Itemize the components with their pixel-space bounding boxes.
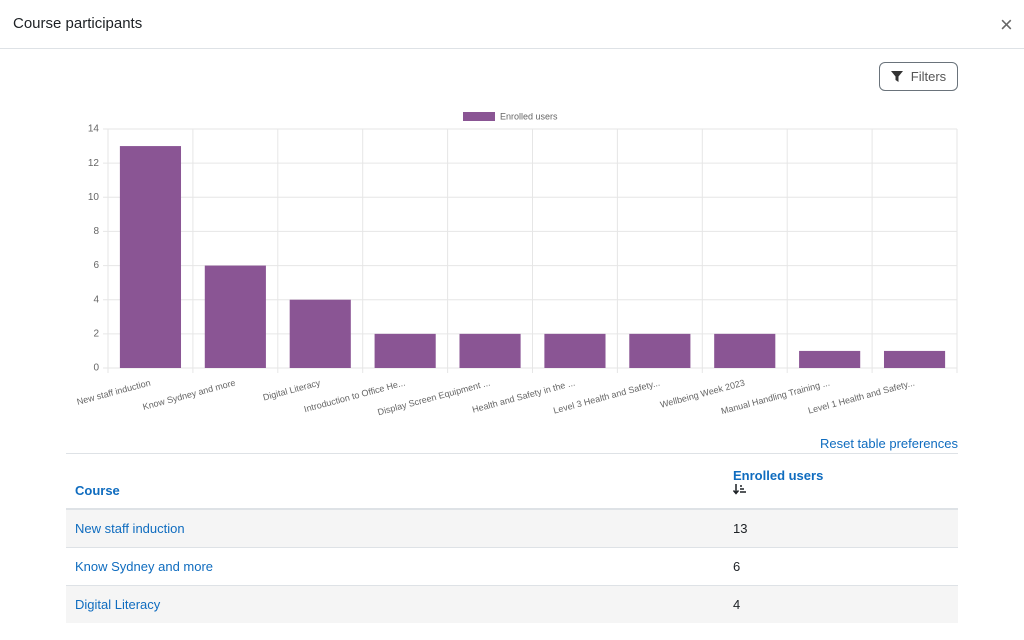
y-tick-label: 10 [88, 192, 100, 203]
legend-swatch [463, 112, 495, 121]
modal-title: Course participants [13, 15, 143, 32]
bar [883, 350, 946, 368]
column-header[interactable]: Course [66, 453, 724, 510]
bar [714, 333, 776, 368]
enrolled-count: 4 [724, 585, 958, 623]
bar [629, 333, 691, 368]
y-tick-label: 2 [93, 328, 99, 339]
bar [544, 333, 606, 368]
y-tick-label: 12 [88, 158, 100, 169]
y-tick-label: 4 [93, 294, 99, 305]
divider [0, 48, 1024, 49]
table-row: New staff induction 13 [66, 508, 958, 548]
y-tick-label: 6 [93, 260, 99, 271]
course-link[interactable]: New staff induction [66, 508, 724, 548]
x-tick-label: Know Sydney and more [142, 378, 237, 412]
y-tick-label: 8 [93, 226, 99, 237]
course-link[interactable]: Digital Literacy [66, 585, 724, 623]
x-tick-label: New staff induction [76, 378, 152, 407]
course-link[interactable]: Know Sydney and more [66, 547, 724, 586]
filter-icon [890, 71, 903, 82]
bar [119, 146, 182, 368]
column-header[interactable]: Enrolled users [724, 453, 958, 510]
bar [204, 265, 266, 368]
bar [374, 333, 436, 368]
enrolled-count: 6 [724, 547, 958, 586]
chart: 0 2 4 6 8 10 12 14 Enrolled users New staff induc… [76, 111, 958, 417]
bar [289, 299, 351, 368]
filters-label: Filters [910, 69, 947, 84]
bar [459, 333, 521, 368]
column-label: Course [75, 483, 120, 498]
table-row: Digital Literacy 4 [66, 585, 958, 623]
column-label: Enrolled users [733, 468, 824, 483]
table: Course Enrolled users New staff induction 1… [66, 453, 958, 623]
bar [799, 350, 861, 368]
close-button[interactable]: × [1000, 12, 1013, 37]
table-row: Know Sydney and more 6 [66, 547, 958, 586]
legend-label: Enrolled users [500, 111, 558, 121]
y-tick-label: 14 [88, 124, 100, 135]
y-tick-label: 0 [93, 363, 99, 374]
sort-icon [732, 484, 746, 495]
filters-button[interactable]: Filters [879, 62, 958, 91]
enrolled-count: 13 [724, 508, 958, 548]
reset-link[interactable]: Reset table preferences [819, 436, 958, 451]
x-tick-label: Digital Literacy [262, 377, 322, 402]
